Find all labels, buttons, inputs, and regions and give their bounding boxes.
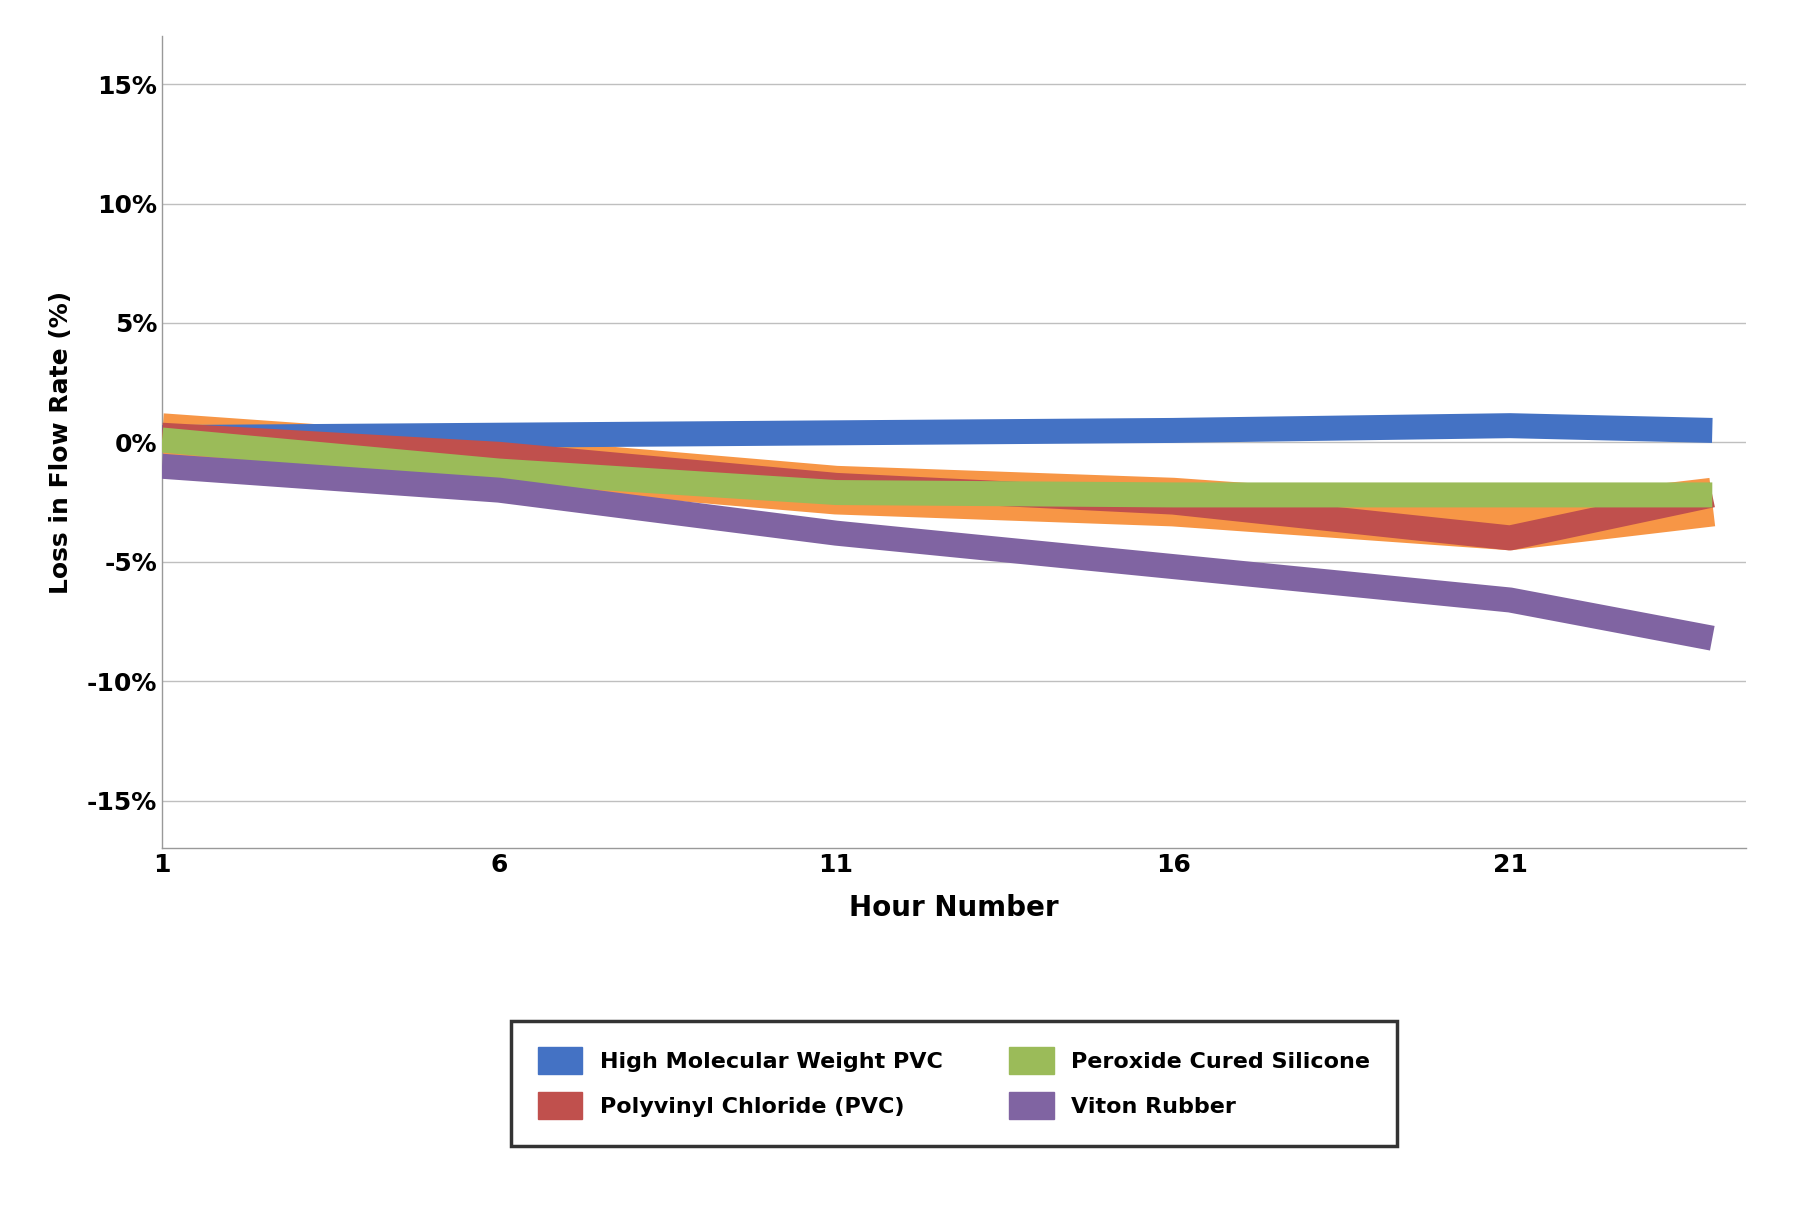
Peroxide Cured Silicone — [1701, 487, 1723, 502]
Line: Peroxide Cured Silicone: Peroxide Cured Silicone — [162, 440, 1712, 494]
Polyvinyl Chloride (PVC) — [1499, 531, 1521, 545]
Line: Polyvinyl Chloride (PVC): Polyvinyl Chloride (PVC) — [162, 435, 1712, 538]
Viton Rubber — [1701, 631, 1723, 646]
Peroxide Cured Silicone — [488, 464, 509, 479]
Peroxide Cured Silicone — [1163, 487, 1184, 502]
Y-axis label: Loss in Flow Rate (%): Loss in Flow Rate (%) — [49, 291, 72, 594]
Viton Rubber — [488, 482, 509, 497]
High Molecular Weight PVC — [1701, 423, 1723, 438]
Legend: High Molecular Weight PVC, Polyvinyl Chloride (PVC), Peroxide Cured Silicone, Vi: High Molecular Weight PVC, Polyvinyl Chl… — [511, 1021, 1397, 1145]
Polyvinyl Chloride (PVC) — [824, 478, 846, 492]
Line: High Molecular Weight PVC: High Molecular Weight PVC — [162, 425, 1712, 438]
Viton Rubber — [1163, 559, 1184, 573]
Viton Rubber — [151, 459, 173, 474]
Polyvinyl Chloride (PVC) — [1163, 494, 1184, 509]
High Molecular Weight PVC — [151, 430, 173, 445]
Peroxide Cured Silicone — [824, 485, 846, 499]
Polyvinyl Chloride (PVC) — [1701, 487, 1723, 502]
Viton Rubber — [1499, 593, 1521, 607]
High Molecular Weight PVC — [1499, 418, 1521, 433]
High Molecular Weight PVC — [1163, 423, 1184, 438]
Peroxide Cured Silicone — [151, 433, 173, 447]
Line: Viton Rubber: Viton Rubber — [162, 467, 1712, 639]
Peroxide Cured Silicone — [1499, 487, 1521, 502]
High Molecular Weight PVC — [488, 428, 509, 442]
High Molecular Weight PVC — [824, 425, 846, 440]
X-axis label: Hour Number: Hour Number — [850, 894, 1058, 922]
Polyvinyl Chloride (PVC) — [488, 447, 509, 462]
Polyvinyl Chloride (PVC) — [151, 428, 173, 442]
Viton Rubber — [824, 526, 846, 541]
